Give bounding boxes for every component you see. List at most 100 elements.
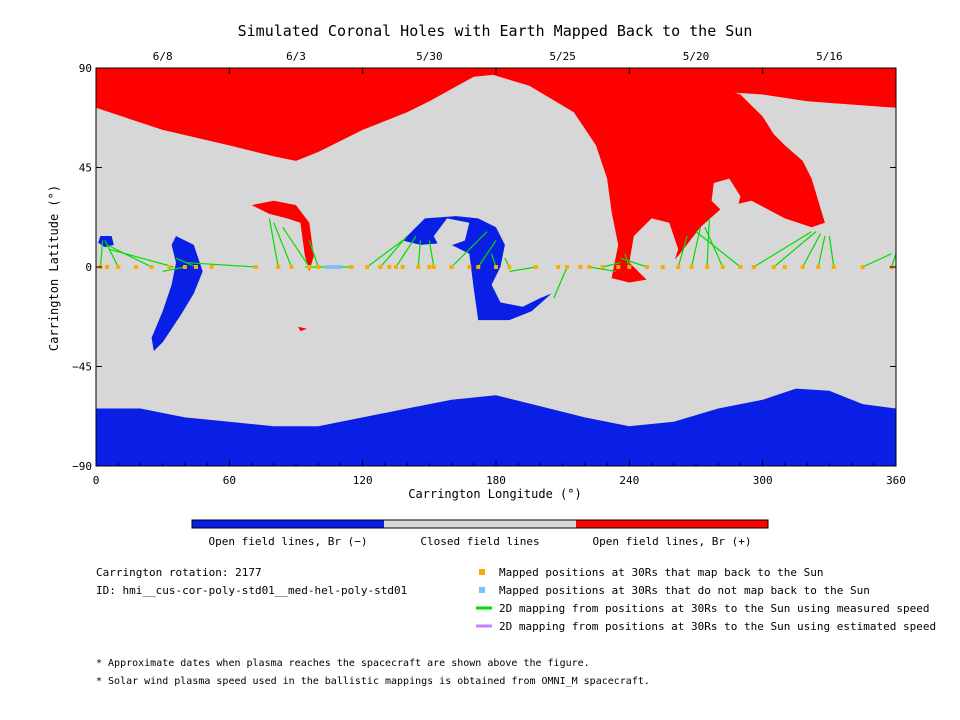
mapped-position <box>556 265 561 269</box>
colorbar-label: Open field lines, Br (−) <box>209 535 368 548</box>
x-axis-label: Carrington Longitude (°) <box>408 487 581 501</box>
mapped-position <box>816 265 821 269</box>
mapped-position <box>449 265 454 269</box>
mapping-line <box>773 231 817 268</box>
colorbar: Open field lines, Br (−) Closed field lin… <box>191 519 769 548</box>
mapped-position <box>476 265 481 269</box>
x-tick-label: 0 <box>93 474 100 487</box>
x-tick-label: 60 <box>223 474 236 487</box>
north-polar-hole-positive <box>96 68 896 161</box>
closed-island <box>711 178 741 214</box>
legend-unmapped-label: Mapped positions at 30Rs that do not map… <box>499 584 870 597</box>
axes: 0 60 120 180 240 300 360 90 45 0 −45 −90 6/8 6/3 5/30 5… <box>72 50 906 487</box>
positive-hole-speck <box>298 326 308 332</box>
x-tick-label: 180 <box>486 474 506 487</box>
legend-estimated-label: 2D mapping from positions at 30Rs to the… <box>499 620 936 633</box>
mapping-line <box>395 235 417 268</box>
y-tick-label: 0 <box>85 261 92 274</box>
mapped-position <box>705 265 710 269</box>
mapped-position <box>782 265 787 269</box>
mapped-position <box>365 265 370 269</box>
mapping-line <box>802 233 821 268</box>
mapping-line <box>509 266 537 273</box>
mapping-line <box>704 226 724 268</box>
mapped-position <box>105 265 110 269</box>
mapped-position <box>565 265 570 269</box>
footnote-speed: * Solar wind plasma speed used in the ba… <box>96 676 650 687</box>
date-tick-label: 5/30 <box>416 50 443 63</box>
y-tick-label: −45 <box>72 361 92 374</box>
positive-hole-west <box>251 200 314 272</box>
mapping-line <box>184 261 257 268</box>
legend-measured-label: 2D mapping from positions at 30Rs to the… <box>499 602 929 615</box>
x-tick-label: 120 <box>353 474 373 487</box>
mapping-line <box>817 235 826 268</box>
mapping-line <box>99 240 104 268</box>
mapping-line <box>428 240 435 268</box>
x-tick-label: 300 <box>753 474 773 487</box>
date-tick-label: 5/16 <box>816 50 843 63</box>
y-tick-label: −90 <box>72 460 92 473</box>
closed-island <box>433 218 470 250</box>
mapped-position <box>660 265 665 269</box>
unmapped-position <box>325 265 330 269</box>
mapped-position <box>751 265 756 269</box>
mapped-position <box>800 265 805 269</box>
mapped-position <box>860 265 865 269</box>
mapping-line <box>162 266 186 273</box>
mapped-position <box>149 265 154 269</box>
mapped-position <box>134 265 138 269</box>
mapping-line <box>366 239 404 268</box>
colorbar-label: Open field lines, Br (+) <box>593 535 752 548</box>
mapped-position <box>167 265 172 269</box>
legend-unmapped-swatch <box>479 587 485 593</box>
colorbar-segment <box>576 520 768 528</box>
mapped-position <box>689 265 694 269</box>
mapping-line <box>677 235 688 268</box>
mapped-position <box>307 265 312 269</box>
south-polar-hole-negative <box>96 388 896 466</box>
date-tick-label: 5/25 <box>549 50 576 63</box>
mapped-position <box>627 265 632 269</box>
mapped-position <box>587 265 592 269</box>
mapping-line <box>620 257 648 268</box>
mapping-line <box>268 218 279 268</box>
mapping-line <box>282 226 310 268</box>
model-id: ID: hmi__cus-cor-poly-std01__med-hel-pol… <box>96 584 407 597</box>
mapped-position <box>578 265 583 269</box>
mapped-position <box>400 265 405 269</box>
mapping-line <box>477 240 497 268</box>
mapping-line <box>753 231 812 268</box>
date-tick-label: 6/3 <box>286 50 306 63</box>
mapped-position <box>416 265 421 269</box>
mapped-position <box>349 265 354 269</box>
mapping-line <box>890 253 897 268</box>
y-tick-label: 90 <box>79 62 92 75</box>
mapped-position <box>720 265 725 269</box>
mapped-position <box>116 265 121 269</box>
colorbar-frame <box>191 519 769 529</box>
mapped-position <box>534 265 538 269</box>
mapping-line <box>602 261 621 268</box>
mapped-position <box>316 265 321 269</box>
footnote-dates: * Approximate dates when plasma reaches … <box>96 658 590 669</box>
mapped-position <box>427 265 432 269</box>
carrington-rotation: Carrington rotation: 2177 <box>96 566 262 579</box>
mapped-position <box>645 265 650 269</box>
mapped-position <box>600 265 605 269</box>
mapping-line <box>695 231 741 268</box>
mapped-position <box>289 265 294 269</box>
mapped-position <box>771 265 776 269</box>
mapped-position <box>431 265 436 269</box>
mapping-line <box>862 253 892 268</box>
mapped-position <box>387 265 392 269</box>
mapped-position <box>394 265 398 269</box>
y-axis-label: Carrington Latitude (°) <box>47 185 61 351</box>
x-tick-label: 360 <box>886 474 906 487</box>
mapping-line <box>308 240 319 268</box>
legend-mapped-label: Mapped positions at 30Rs that map back t… <box>499 566 824 579</box>
mapping-line <box>553 266 568 299</box>
mapping-line <box>417 240 422 268</box>
legend-mapped-swatch <box>479 569 485 575</box>
